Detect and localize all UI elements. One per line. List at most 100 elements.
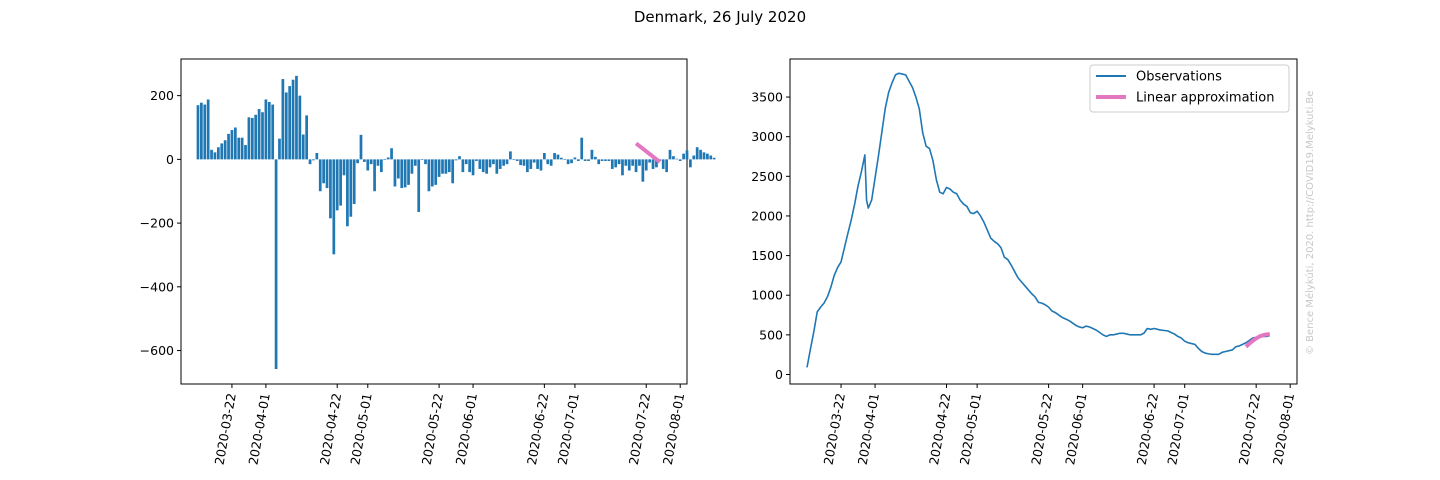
bar xyxy=(274,159,278,370)
bar xyxy=(410,159,414,174)
bar xyxy=(318,159,322,192)
bar xyxy=(607,159,611,161)
bar xyxy=(610,159,614,169)
x-tick-label: 2020-06-22 xyxy=(524,392,551,466)
x-tick-label: 2020-06-22 xyxy=(1134,392,1161,466)
bar xyxy=(257,109,261,160)
bar xyxy=(349,159,353,217)
bar xyxy=(230,130,234,160)
bar xyxy=(305,115,309,160)
x-tick-label: 2020-03-22 xyxy=(821,392,848,466)
bar xyxy=(604,159,607,161)
bar xyxy=(675,158,679,160)
bar xyxy=(549,159,553,166)
x-tick-label: 2020-05-01 xyxy=(347,392,374,466)
x-tick-label: 2020-04-01 xyxy=(245,392,272,466)
bar xyxy=(485,159,488,174)
bar xyxy=(580,137,584,160)
bar xyxy=(678,159,682,161)
watermark: © Bence Mélykúti, 2020. http://COVID19.M… xyxy=(1304,91,1316,355)
bar xyxy=(383,159,387,161)
y-tick-label: 1000 xyxy=(751,288,783,303)
bar xyxy=(420,159,424,161)
bar xyxy=(427,159,431,192)
bar xyxy=(532,159,536,163)
bar xyxy=(655,159,658,168)
bar xyxy=(247,117,251,160)
y-tick-label: 2500 xyxy=(751,169,783,184)
bar xyxy=(288,86,292,160)
bar xyxy=(267,102,271,160)
bar xyxy=(593,156,597,160)
bar xyxy=(665,159,668,173)
y-tick-label: 500 xyxy=(759,327,783,342)
bar xyxy=(390,148,393,160)
x-tick-label: 2020-08-01 xyxy=(1270,392,1297,466)
bar xyxy=(573,157,577,160)
bar xyxy=(291,79,295,160)
bar xyxy=(417,159,421,212)
bar xyxy=(284,92,288,160)
bar xyxy=(590,149,594,160)
bar xyxy=(464,159,468,165)
bar xyxy=(631,159,635,166)
right-plot-frame xyxy=(789,58,1298,385)
bar xyxy=(627,159,631,171)
bar xyxy=(502,159,505,166)
bar xyxy=(447,159,451,173)
y-tick-label: 1500 xyxy=(751,248,783,263)
bar xyxy=(458,156,461,160)
bar xyxy=(597,159,601,165)
x-tick-label: 2020-04-22 xyxy=(317,392,344,466)
bar xyxy=(346,159,349,227)
bar xyxy=(543,152,546,160)
bar xyxy=(553,152,556,160)
bar xyxy=(366,159,370,171)
bar xyxy=(498,159,502,169)
bar xyxy=(624,159,628,166)
bar xyxy=(332,159,336,255)
x-tick-label: 2020-07-22 xyxy=(626,392,653,466)
y-tick-label: 0 xyxy=(775,367,783,382)
bar xyxy=(682,153,685,160)
bar xyxy=(478,159,482,169)
bar xyxy=(413,159,417,166)
bar xyxy=(308,159,312,165)
bar xyxy=(471,159,475,176)
bar xyxy=(203,104,207,160)
y-tick-label: −400 xyxy=(140,279,174,294)
bar xyxy=(634,159,638,173)
bar xyxy=(403,159,407,188)
x-tick-label: 2020-05-01 xyxy=(957,392,984,466)
y-tick-label: 3500 xyxy=(751,90,783,105)
bar xyxy=(706,153,709,160)
bar xyxy=(566,159,570,165)
bar xyxy=(600,159,604,161)
bar xyxy=(672,156,675,160)
bar xyxy=(223,140,227,160)
left-bars xyxy=(196,75,716,370)
bar xyxy=(407,159,410,185)
bar xyxy=(295,75,298,160)
x-tick-label: 2020-06-01 xyxy=(453,392,480,466)
bar xyxy=(281,79,285,160)
y-tick-label: 3000 xyxy=(751,129,783,144)
bar xyxy=(237,137,241,160)
right-y-axis: 0 500 1000 1500 2000 2500 3000 3500 xyxy=(751,90,790,382)
legend-box xyxy=(1089,64,1290,113)
bar xyxy=(519,159,522,166)
bar xyxy=(515,159,519,161)
bar xyxy=(301,134,305,160)
bar xyxy=(570,159,573,164)
bar xyxy=(322,159,325,184)
x-tick-label: 2020-08-01 xyxy=(660,392,687,466)
bar xyxy=(200,102,203,160)
bar xyxy=(424,159,427,165)
bar xyxy=(454,159,458,161)
bar xyxy=(614,159,618,168)
bar xyxy=(233,127,237,160)
bar xyxy=(434,159,438,185)
bar xyxy=(651,159,655,169)
bar xyxy=(244,145,247,160)
